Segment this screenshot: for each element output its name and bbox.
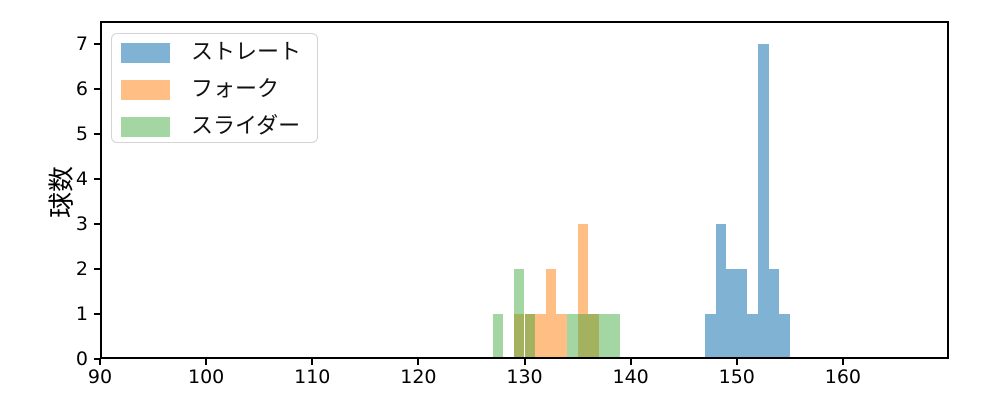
bar-straight-149-150: [726, 268, 737, 359]
bar-fork-129-130: [513, 313, 525, 359]
x-tick-label-110: 110: [294, 366, 331, 388]
legend-item-slider: スライダー: [121, 114, 317, 139]
legend-label-fork: フォーク: [191, 77, 280, 102]
x-tick-120: [417, 359, 420, 365]
x-tick-label-160: 160: [824, 366, 861, 388]
y-tick-label-7: 7: [75, 32, 88, 55]
bar-slider-134-135: [566, 313, 578, 359]
y-tick-6: [94, 87, 100, 90]
bar-slider-136-137: [588, 313, 599, 359]
x-tick-label-130: 130: [506, 366, 543, 388]
y-tick-label-1: 1: [75, 302, 88, 325]
y-tick-label-5: 5: [75, 122, 88, 145]
legend-label-straight: ストレート: [191, 40, 302, 65]
y-tick-5: [94, 132, 100, 135]
y-tick-label-2: 2: [75, 257, 88, 280]
bar-fork-132-133: [545, 268, 557, 359]
bar-straight-153-154: [768, 268, 780, 359]
x-tick-150: [735, 359, 738, 365]
bar-slider-137-138: [598, 313, 610, 359]
y-tick-label-0: 0: [75, 348, 88, 370]
bar-fork-133-134: [556, 313, 567, 359]
y-tick-label-3: 3: [75, 212, 88, 235]
bar-slider-130-131: [524, 313, 536, 359]
legend-swatch-slider: [121, 117, 170, 137]
bar-slider-135-136: [577, 313, 589, 359]
x-tick-130: [523, 359, 526, 365]
legend-swatch-straight: [121, 43, 170, 63]
legend-item-straight: ストレート: [121, 40, 317, 65]
bar-slider-138-139: [609, 313, 620, 359]
y-tick-7: [94, 42, 100, 45]
y-tick-0: [94, 358, 100, 360]
bar-straight-151-152: [747, 313, 758, 359]
y-tick-4: [94, 177, 100, 180]
bar-straight-152-153: [757, 43, 769, 359]
plot-area: [100, 21, 949, 359]
y-tick-3: [94, 222, 100, 225]
x-tick-label-100: 100: [187, 366, 225, 388]
x-tick-110: [311, 359, 314, 365]
bar-straight-147-148: [704, 313, 716, 359]
legend-swatch-fork: [121, 80, 170, 100]
x-tick-label-90: 90: [87, 366, 113, 388]
y-tick-1: [94, 312, 100, 315]
legend-label-slider: スライダー: [191, 114, 301, 139]
bar-slider-127-128: [492, 313, 504, 359]
bar-fork-131-132: [535, 313, 546, 359]
bar-straight-154-155: [779, 313, 790, 359]
legend: ストレート フォーク スライダー: [111, 33, 318, 143]
y-tick-2: [94, 267, 100, 270]
bar-fork-136-137: [588, 313, 599, 359]
x-tick-label-120: 120: [400, 366, 437, 388]
x-tick-100: [205, 359, 208, 365]
bar-slider-129-130: [513, 268, 525, 359]
y-tick-label-6: 6: [75, 77, 88, 100]
x-tick-160: [841, 359, 844, 365]
y-tick-label-4: 4: [75, 167, 88, 190]
legend-item-fork: フォーク: [121, 77, 317, 102]
y-axis-label: 球数: [47, 165, 78, 219]
x-tick-label-140: 140: [612, 366, 649, 388]
bar-fork-130-131: [524, 313, 536, 359]
x-tick-label-150: 150: [718, 366, 755, 388]
bar-straight-148-149: [715, 223, 727, 359]
bar-fork-135-136: [577, 223, 589, 359]
bar-straight-150-151: [736, 268, 748, 359]
x-tick-140: [629, 359, 632, 365]
x-tick-90: [99, 359, 101, 365]
